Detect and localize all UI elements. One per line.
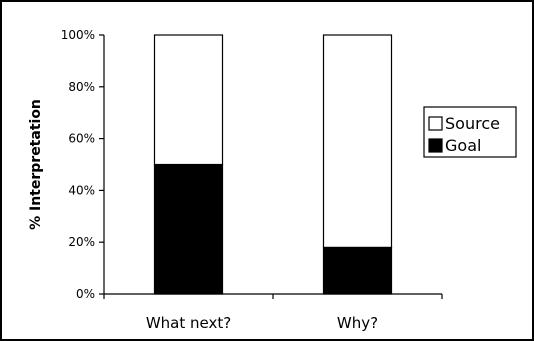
y-tick-label: 0% <box>76 287 95 301</box>
x-tick-label: Why? <box>337 314 378 332</box>
x-axis: What next? Why? <box>103 293 443 332</box>
bars <box>153 34 393 295</box>
bar-source <box>322 34 393 248</box>
y-axis: 0% 20% 40% 60% 80% 100% <box>61 28 105 301</box>
legend-label-goal: Goal <box>445 136 481 155</box>
y-tick-label: 40% <box>68 183 95 197</box>
y-tick-label: 60% <box>68 132 95 146</box>
legend-swatch-goal <box>428 138 443 153</box>
legend-label-source: Source <box>445 114 500 133</box>
y-axis-label: % Interpretation <box>28 99 44 230</box>
legend-swatch-source <box>428 116 443 131</box>
legend: Source Goal <box>423 106 517 158</box>
y-tick-label: 20% <box>68 235 95 249</box>
x-tick-label: What next? <box>146 314 231 332</box>
bar-source <box>153 34 224 166</box>
bar-goal <box>153 163 224 295</box>
y-tick-label: 80% <box>68 80 95 94</box>
y-tick-label: 100% <box>61 28 95 42</box>
bar-goal <box>322 246 393 295</box>
